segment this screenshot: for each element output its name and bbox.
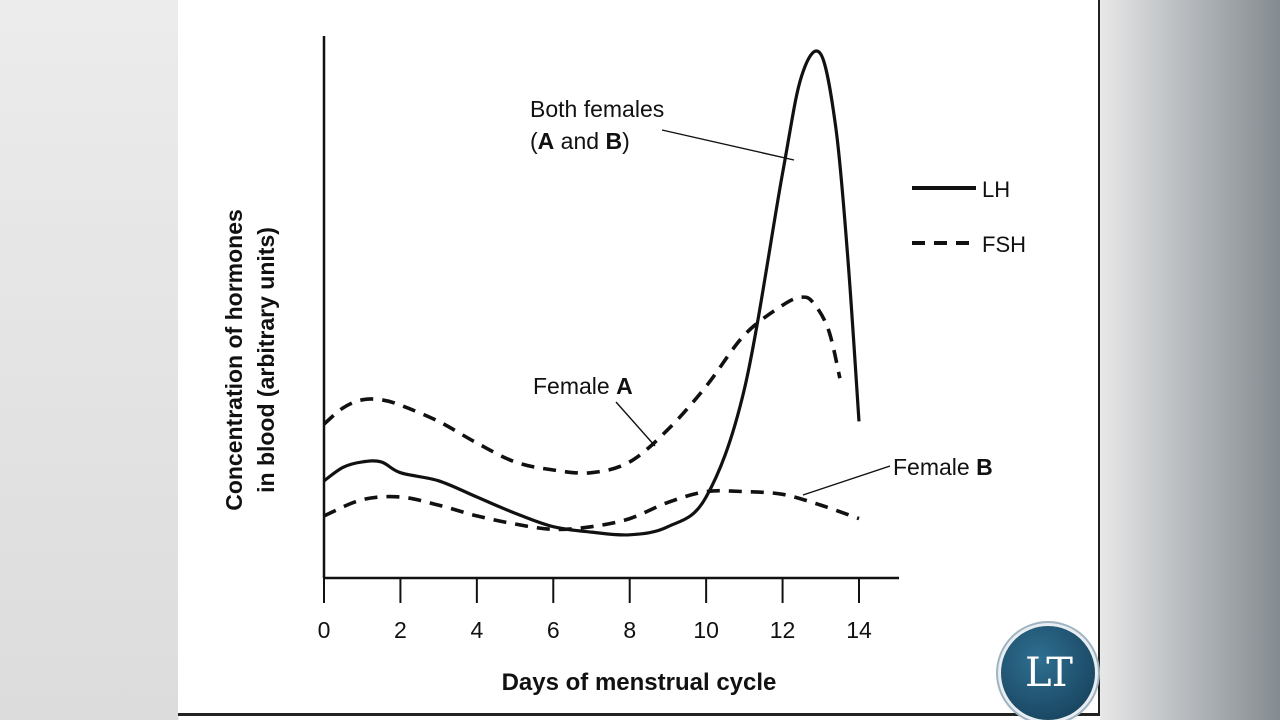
annotation-female-b-leader [802, 465, 891, 496]
x-tick-label: 10 [693, 617, 719, 643]
annotation-female-a: Female A [533, 373, 656, 447]
annotation-both-females-leader [661, 129, 795, 161]
x-tick-label: 0 [318, 617, 331, 643]
legend-label-fsh: FSH [982, 232, 1026, 257]
legend-label-lh: LH [982, 177, 1010, 202]
x-tick-label: 8 [623, 617, 636, 643]
left-backdrop [0, 0, 178, 720]
x-tick-label: 4 [470, 617, 483, 643]
annotation-both-females-line2: (A and B) [530, 128, 630, 154]
x-tick-label: 12 [770, 617, 796, 643]
x-tick-label: 2 [394, 617, 407, 643]
y-axis-label-line2: in blood (arbitrary units) [253, 227, 279, 493]
axes [322, 36, 899, 580]
x-ticks: 0 2 4 6 8 10 12 14 [318, 578, 872, 643]
legend: LH FSH [912, 177, 1026, 257]
series-fsh-female-b [323, 488, 860, 532]
annotation-both-females-line1: Both females [530, 96, 664, 122]
series-lh-both-females [323, 49, 861, 537]
y-axis-label-line1: Concentration of hormones [221, 209, 247, 511]
series-fsh-female-a [322, 295, 842, 475]
slide: 0 2 4 6 8 10 12 14 Days of menstrual cycle Conc… [178, 0, 1100, 716]
lt-logo: LT [1001, 626, 1095, 720]
series-layer [322, 49, 861, 537]
logo-text: LT [1025, 650, 1073, 696]
annotation-female-a-label: Female A [533, 373, 633, 399]
x-tick-label: 6 [547, 617, 560, 643]
hormone-chart: 0 2 4 6 8 10 12 14 Days of menstrual cycle Conc… [221, 36, 1026, 696]
x-tick-label: 14 [846, 617, 872, 643]
right-backdrop [1100, 0, 1280, 720]
annotation-female-a-leader [615, 401, 656, 447]
annotation-female-b-label: Female B [893, 454, 993, 480]
annotation-female-b: Female B [802, 454, 993, 496]
y-axis-label: Concentration of hormones in blood (arbi… [221, 209, 279, 511]
x-axis-label: Days of menstrual cycle [502, 669, 777, 696]
annotation-both-females: Both females (A and B) [530, 96, 795, 161]
